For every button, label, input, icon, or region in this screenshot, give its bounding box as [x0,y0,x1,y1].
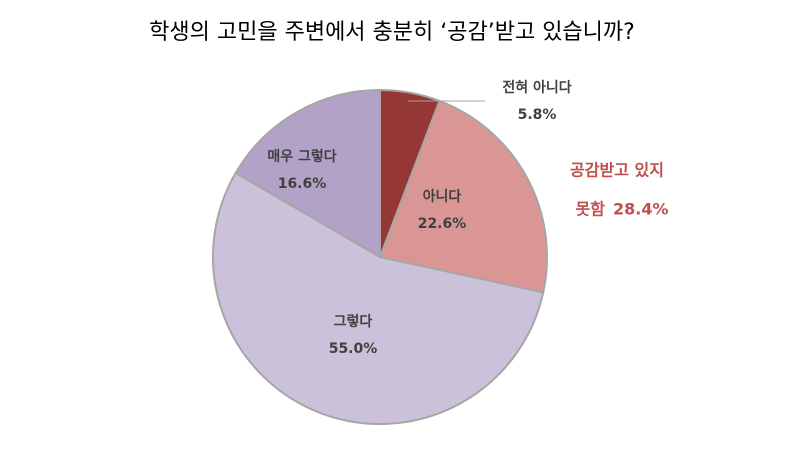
pie-slice [212,171,545,425]
pie-slice [378,99,548,294]
slice-value: 5.8% [518,107,557,123]
annotation: 공감받고 있지 [570,161,664,180]
annotation-value: 28.4% [613,200,669,219]
chart-title: 학생의 고민을 주변에서 충분히 ‘공감’받고 있습니까? [149,20,635,45]
slice-label: 매우 그렇다 [267,149,336,165]
slice-label: 그렇다 [334,314,373,330]
slice-label: 전혀 아니다 [502,79,571,96]
annotation: 못함 [576,200,606,219]
slice-value: 22.6% [418,216,467,232]
pie-slice [234,88,381,259]
slice-value: 55.0% [329,341,378,357]
slice-label: 아니다 [423,188,462,205]
slice-value: 16.6% [278,176,327,192]
